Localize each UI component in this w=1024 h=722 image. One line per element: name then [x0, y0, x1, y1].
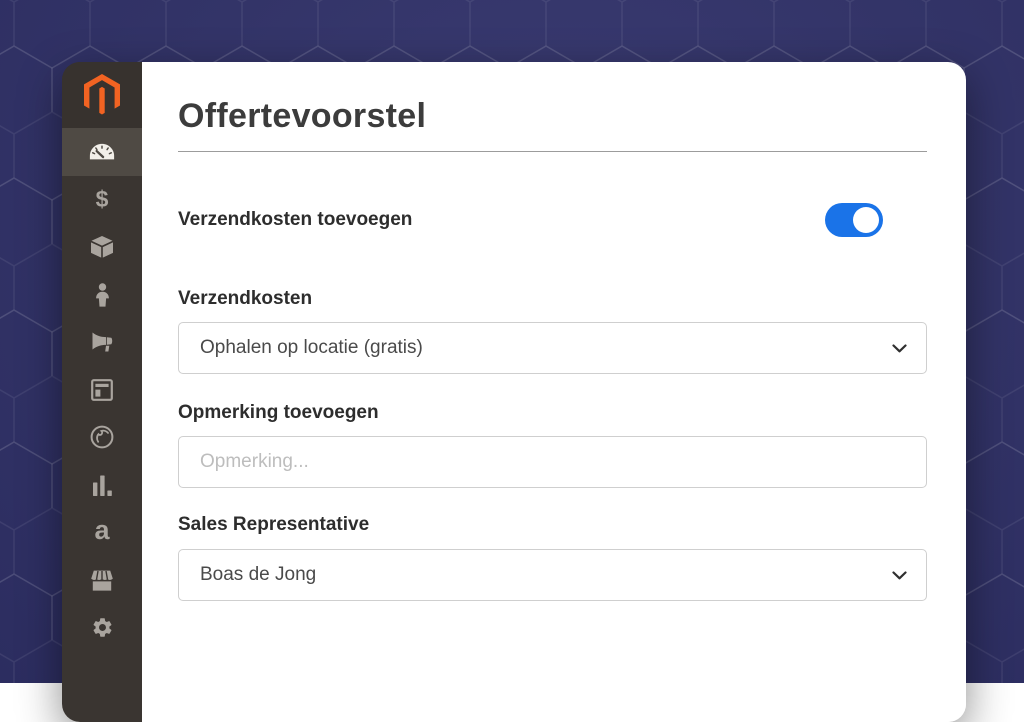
bar-chart-icon: [92, 475, 112, 496]
sidebar-item-catalog[interactable]: [62, 223, 142, 271]
shipping-method-label: Verzendkosten: [178, 288, 313, 309]
comment-input[interactable]: [178, 436, 927, 488]
app-card: $: [62, 62, 966, 722]
sidebar: $: [62, 62, 142, 722]
sidebar-item-dashboard[interactable]: [62, 128, 142, 176]
sidebar-item-marketing[interactable]: [62, 318, 142, 366]
sales-rep-label: Sales Representative: [178, 514, 370, 535]
page-title: Offertevoorstel: [178, 97, 427, 135]
magento-logo-icon: [84, 74, 120, 115]
shipping-method-value: Ophalen op locatie (gratis): [200, 337, 423, 358]
shipping-toggle[interactable]: [825, 203, 883, 237]
chevron-down-icon: [892, 570, 907, 579]
toggle-knob: [853, 207, 879, 233]
sidebar-item-stores[interactable]: [62, 556, 142, 604]
sidebar-item-sales[interactable]: $: [62, 176, 142, 224]
storefront-icon: [91, 570, 113, 591]
person-icon: [95, 282, 109, 307]
adobe-a-icon: a: [94, 515, 110, 546]
comment-label: Opmerking toevoegen: [178, 402, 379, 423]
sidebar-item-content[interactable]: [62, 366, 142, 414]
shipping-toggle-row: Verzendkosten toevoegen: [178, 203, 927, 237]
shipping-method-select[interactable]: Ophalen op locatie (gratis): [178, 322, 927, 374]
page-layout-icon: [91, 378, 113, 401]
sidebar-item-customers[interactable]: [62, 271, 142, 319]
gear-icon: [93, 618, 111, 637]
megaphone-icon: [92, 332, 113, 352]
chevron-down-icon: [892, 343, 907, 352]
box-icon: [91, 235, 113, 258]
shipping-toggle-label: Verzendkosten toevoegen: [178, 209, 413, 230]
sidebar-item-partners-extensions[interactable]: [62, 414, 142, 462]
dollar-icon: $: [95, 185, 109, 212]
sidebar-item-reports[interactable]: [62, 461, 142, 509]
globe-puzzle-icon: [90, 425, 114, 449]
magento-logo[interactable]: [62, 62, 142, 128]
sidebar-item-system-settings[interactable]: [62, 604, 142, 652]
sidebar-nav: $: [62, 128, 142, 722]
sidebar-item-adobe-commerce[interactable]: a: [62, 509, 142, 557]
sales-rep-select[interactable]: Boas de Jong: [178, 549, 927, 601]
sales-rep-value: Boas de Jong: [200, 564, 317, 585]
dashboard-icon: [89, 144, 115, 160]
title-divider: [178, 151, 927, 152]
main-content: Offertevoorstel Verzendkosten toevoegen …: [142, 62, 966, 722]
